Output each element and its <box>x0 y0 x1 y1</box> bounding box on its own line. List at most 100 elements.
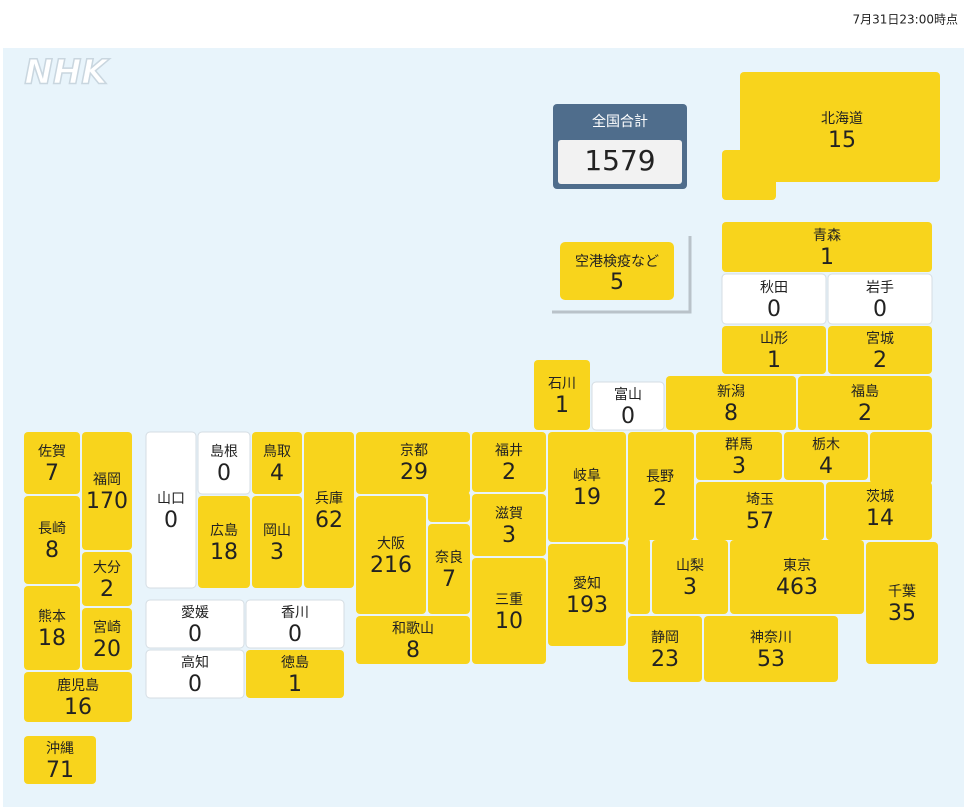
prefecture-tile: 新潟8 <box>666 376 796 430</box>
prefecture-tile: 香川0 <box>245 599 345 649</box>
prefecture-value: 7 <box>442 567 456 592</box>
tile-shape <box>472 558 546 664</box>
prefecture-name: 山梨 <box>676 558 704 574</box>
tile-shape <box>870 432 932 484</box>
prefecture-name: 福島 <box>851 384 879 400</box>
prefecture-tile: 山口0 <box>145 431 197 589</box>
tile-shape <box>428 492 470 522</box>
prefecture-value: 0 <box>188 672 202 697</box>
prefecture-value: 3 <box>270 540 284 565</box>
prefecture-name: 山口 <box>157 491 185 507</box>
prefecture-tile: 大分2 <box>82 552 132 606</box>
tile-shape <box>704 616 838 682</box>
prefecture-value: 170 <box>86 489 128 514</box>
prefecture-name: 石川 <box>548 376 576 392</box>
prefecture-value: 3 <box>732 454 746 479</box>
prefecture-value: 193 <box>566 593 608 618</box>
tile-shape <box>245 599 345 649</box>
prefecture-tile: 群馬3 <box>696 432 782 480</box>
prefecture-name: 沖縄 <box>46 741 74 757</box>
prefecture-tile: 佐賀7 <box>24 432 80 494</box>
prefecture-value: 0 <box>217 461 231 486</box>
tile-shape <box>722 326 826 374</box>
prefecture-tile: 秋田0 <box>721 273 827 325</box>
timestamp: 7月31日23:00時点 <box>853 13 959 27</box>
prefecture-name: 富山 <box>614 386 642 403</box>
prefecture-value: 19 <box>573 485 601 510</box>
prefecture-value: 62 <box>315 508 343 533</box>
prefecture-tile: 福井2 <box>472 432 546 492</box>
prefecture-name: 徳島 <box>281 655 309 671</box>
prefecture-name: 岩手 <box>866 280 894 296</box>
prefecture-value: 2 <box>502 460 516 485</box>
tile-shape <box>145 431 197 589</box>
total-value: 1579 <box>584 144 655 177</box>
prefecture-value: 10 <box>495 609 523 634</box>
prefecture-value: 1 <box>555 393 569 418</box>
prefecture-name: 岡山 <box>263 523 291 539</box>
prefecture-tile: 栃木4 <box>784 432 868 480</box>
prefecture-name: 広島 <box>210 523 238 539</box>
tile-shape <box>24 586 80 670</box>
tile-shape <box>82 432 132 550</box>
tile-shape <box>666 376 796 430</box>
tile-shape <box>252 496 302 588</box>
tile-shape <box>652 540 728 614</box>
prefecture-tile: 高知0 <box>145 649 245 699</box>
prefecture-name: 香川 <box>281 605 309 621</box>
prefecture-name: 愛知 <box>573 575 601 592</box>
tile-shape <box>82 608 132 670</box>
tile-shape <box>548 544 626 646</box>
prefecture-name: 愛媛 <box>181 605 209 621</box>
prefecture-tile: 長崎8 <box>24 496 80 584</box>
prefecture-value: 8 <box>45 538 59 563</box>
prefecture-value: 8 <box>406 638 420 663</box>
prefecture-value: 23 <box>651 647 679 672</box>
prefecture-name: 和歌山 <box>392 621 434 637</box>
prefecture-tile: 愛媛0 <box>145 599 245 649</box>
prefecture-tile: 山梨3 <box>652 540 728 614</box>
tile-shape <box>145 599 245 649</box>
prefecture-tile: 奈良7 <box>428 524 470 614</box>
tile-shape <box>798 376 932 430</box>
prefecture-value: 15 <box>828 128 856 153</box>
prefecture-name: 新潟 <box>717 384 745 400</box>
prefecture-name: 岐阜 <box>573 467 601 484</box>
tile-shape <box>721 273 827 325</box>
prefecture-name: 島根 <box>210 444 238 460</box>
prefecture-name: 京都 <box>400 443 428 459</box>
tile-shape <box>828 326 932 374</box>
airport-tile <box>560 242 674 300</box>
prefecture-name: 茨城 <box>866 489 894 505</box>
total-value-box <box>558 140 682 184</box>
prefecture-value: 2 <box>858 401 872 426</box>
prefecture-name: 福井 <box>495 443 523 459</box>
airport-shadow <box>552 236 692 314</box>
prefecture-value: 35 <box>888 601 916 626</box>
prefecture-tile: 山形1 <box>722 326 826 374</box>
prefecture-value: 2 <box>100 577 114 602</box>
prefecture-name: 北海道 <box>821 111 863 127</box>
prefecture-name: 長野 <box>646 469 674 485</box>
tile-shape <box>826 482 932 540</box>
prefecture-value: 3 <box>683 575 697 600</box>
tile-shape <box>472 432 546 492</box>
prefecture-name: 宮崎 <box>93 620 121 636</box>
tile-shape <box>356 432 470 494</box>
prefecture-name: 長崎 <box>38 521 66 537</box>
tile-shape <box>548 432 626 542</box>
tile-shape <box>24 736 96 784</box>
